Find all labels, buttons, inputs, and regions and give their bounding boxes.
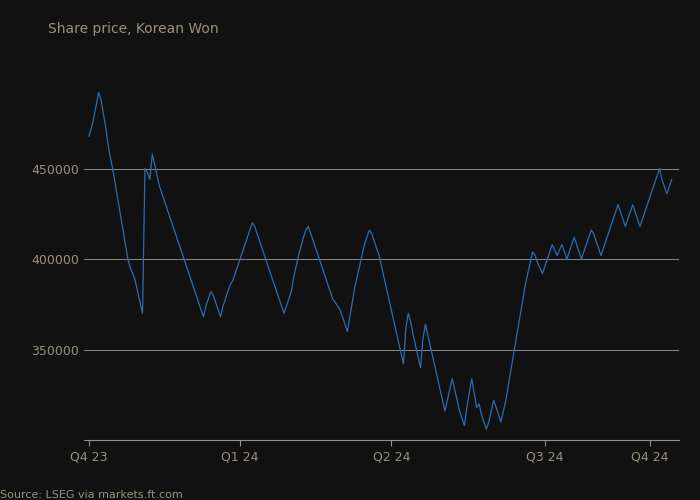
Text: Share price, Korean Won: Share price, Korean Won — [48, 22, 219, 36]
Text: Source: LSEG via markets.ft.com: Source: LSEG via markets.ft.com — [0, 490, 183, 500]
